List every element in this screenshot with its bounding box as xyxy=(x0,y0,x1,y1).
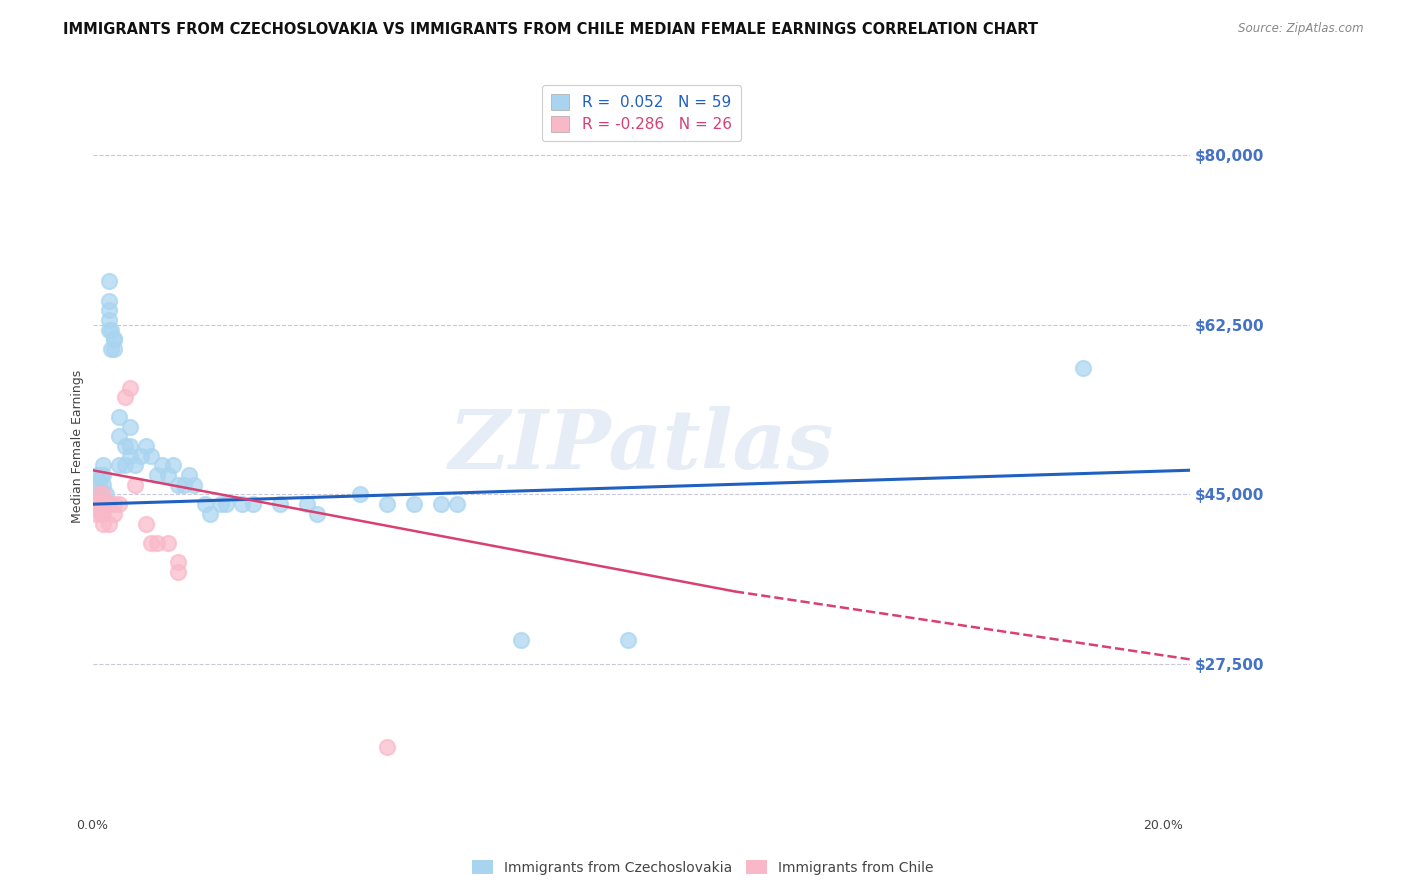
Point xyxy=(124,458,146,473)
Point xyxy=(194,497,217,511)
Point xyxy=(91,497,114,511)
Point xyxy=(150,458,173,473)
Point xyxy=(89,497,111,511)
Point xyxy=(307,507,329,521)
Point xyxy=(141,536,163,550)
Point xyxy=(108,497,131,511)
Point xyxy=(146,468,169,483)
Point xyxy=(135,516,157,531)
Point xyxy=(97,516,120,531)
Point xyxy=(87,497,110,511)
Point xyxy=(183,477,205,491)
Text: ZIPatlas: ZIPatlas xyxy=(449,406,834,486)
Point xyxy=(114,439,136,453)
Point xyxy=(167,555,190,569)
Point xyxy=(269,497,291,511)
Point xyxy=(97,313,120,327)
Point xyxy=(402,497,425,511)
Point xyxy=(87,497,110,511)
Point xyxy=(375,739,398,754)
Point xyxy=(90,487,112,501)
Point xyxy=(118,381,141,395)
Point xyxy=(1071,361,1094,376)
Legend: Immigrants from Czechoslovakia, Immigrants from Chile: Immigrants from Czechoslovakia, Immigran… xyxy=(467,855,939,880)
Point xyxy=(617,632,640,647)
Point xyxy=(156,468,179,483)
Point xyxy=(87,477,110,491)
Point xyxy=(84,477,107,491)
Point xyxy=(97,293,120,308)
Point xyxy=(349,487,371,501)
Point xyxy=(200,507,222,521)
Point xyxy=(177,468,200,483)
Point xyxy=(114,458,136,473)
Point xyxy=(375,497,398,511)
Point xyxy=(141,449,163,463)
Point xyxy=(97,303,120,318)
Legend: R =  0.052   N = 59, R = -0.286   N = 26: R = 0.052 N = 59, R = -0.286 N = 26 xyxy=(541,85,741,142)
Point xyxy=(108,409,131,424)
Point xyxy=(167,477,190,491)
Point xyxy=(118,449,141,463)
Point xyxy=(295,497,318,511)
Point xyxy=(91,468,114,483)
Point xyxy=(86,507,108,521)
Point xyxy=(86,468,108,483)
Point xyxy=(87,497,110,511)
Point xyxy=(429,497,451,511)
Point xyxy=(91,487,114,501)
Point xyxy=(118,439,141,453)
Point xyxy=(129,449,152,463)
Point xyxy=(103,507,125,521)
Point xyxy=(446,497,468,511)
Point xyxy=(103,332,125,346)
Point xyxy=(94,497,117,511)
Point xyxy=(91,516,114,531)
Point xyxy=(87,487,110,501)
Point xyxy=(215,497,238,511)
Point xyxy=(97,274,120,288)
Point xyxy=(100,323,122,337)
Point xyxy=(156,536,179,550)
Point xyxy=(97,323,120,337)
Y-axis label: Median Female Earnings: Median Female Earnings xyxy=(72,369,84,523)
Point xyxy=(94,487,117,501)
Point xyxy=(146,536,169,550)
Point xyxy=(108,458,131,473)
Point xyxy=(100,342,122,356)
Point xyxy=(114,391,136,405)
Point xyxy=(84,497,107,511)
Point xyxy=(91,477,114,491)
Text: IMMIGRANTS FROM CZECHOSLOVAKIA VS IMMIGRANTS FROM CHILE MEDIAN FEMALE EARNINGS C: IMMIGRANTS FROM CZECHOSLOVAKIA VS IMMIGR… xyxy=(63,22,1038,37)
Point xyxy=(231,497,253,511)
Point xyxy=(91,507,114,521)
Point xyxy=(162,458,184,473)
Point xyxy=(103,342,125,356)
Point xyxy=(103,497,125,511)
Point xyxy=(97,497,120,511)
Point xyxy=(509,632,531,647)
Point xyxy=(242,497,264,511)
Point xyxy=(124,477,146,491)
Point xyxy=(90,468,112,483)
Point xyxy=(173,477,195,491)
Point xyxy=(90,507,112,521)
Point xyxy=(108,429,131,443)
Point xyxy=(91,458,114,473)
Point xyxy=(118,419,141,434)
Point xyxy=(103,332,125,346)
Point xyxy=(167,565,190,579)
Point xyxy=(135,439,157,453)
Point xyxy=(87,487,110,501)
Point xyxy=(209,497,232,511)
Text: Source: ZipAtlas.com: Source: ZipAtlas.com xyxy=(1239,22,1364,36)
